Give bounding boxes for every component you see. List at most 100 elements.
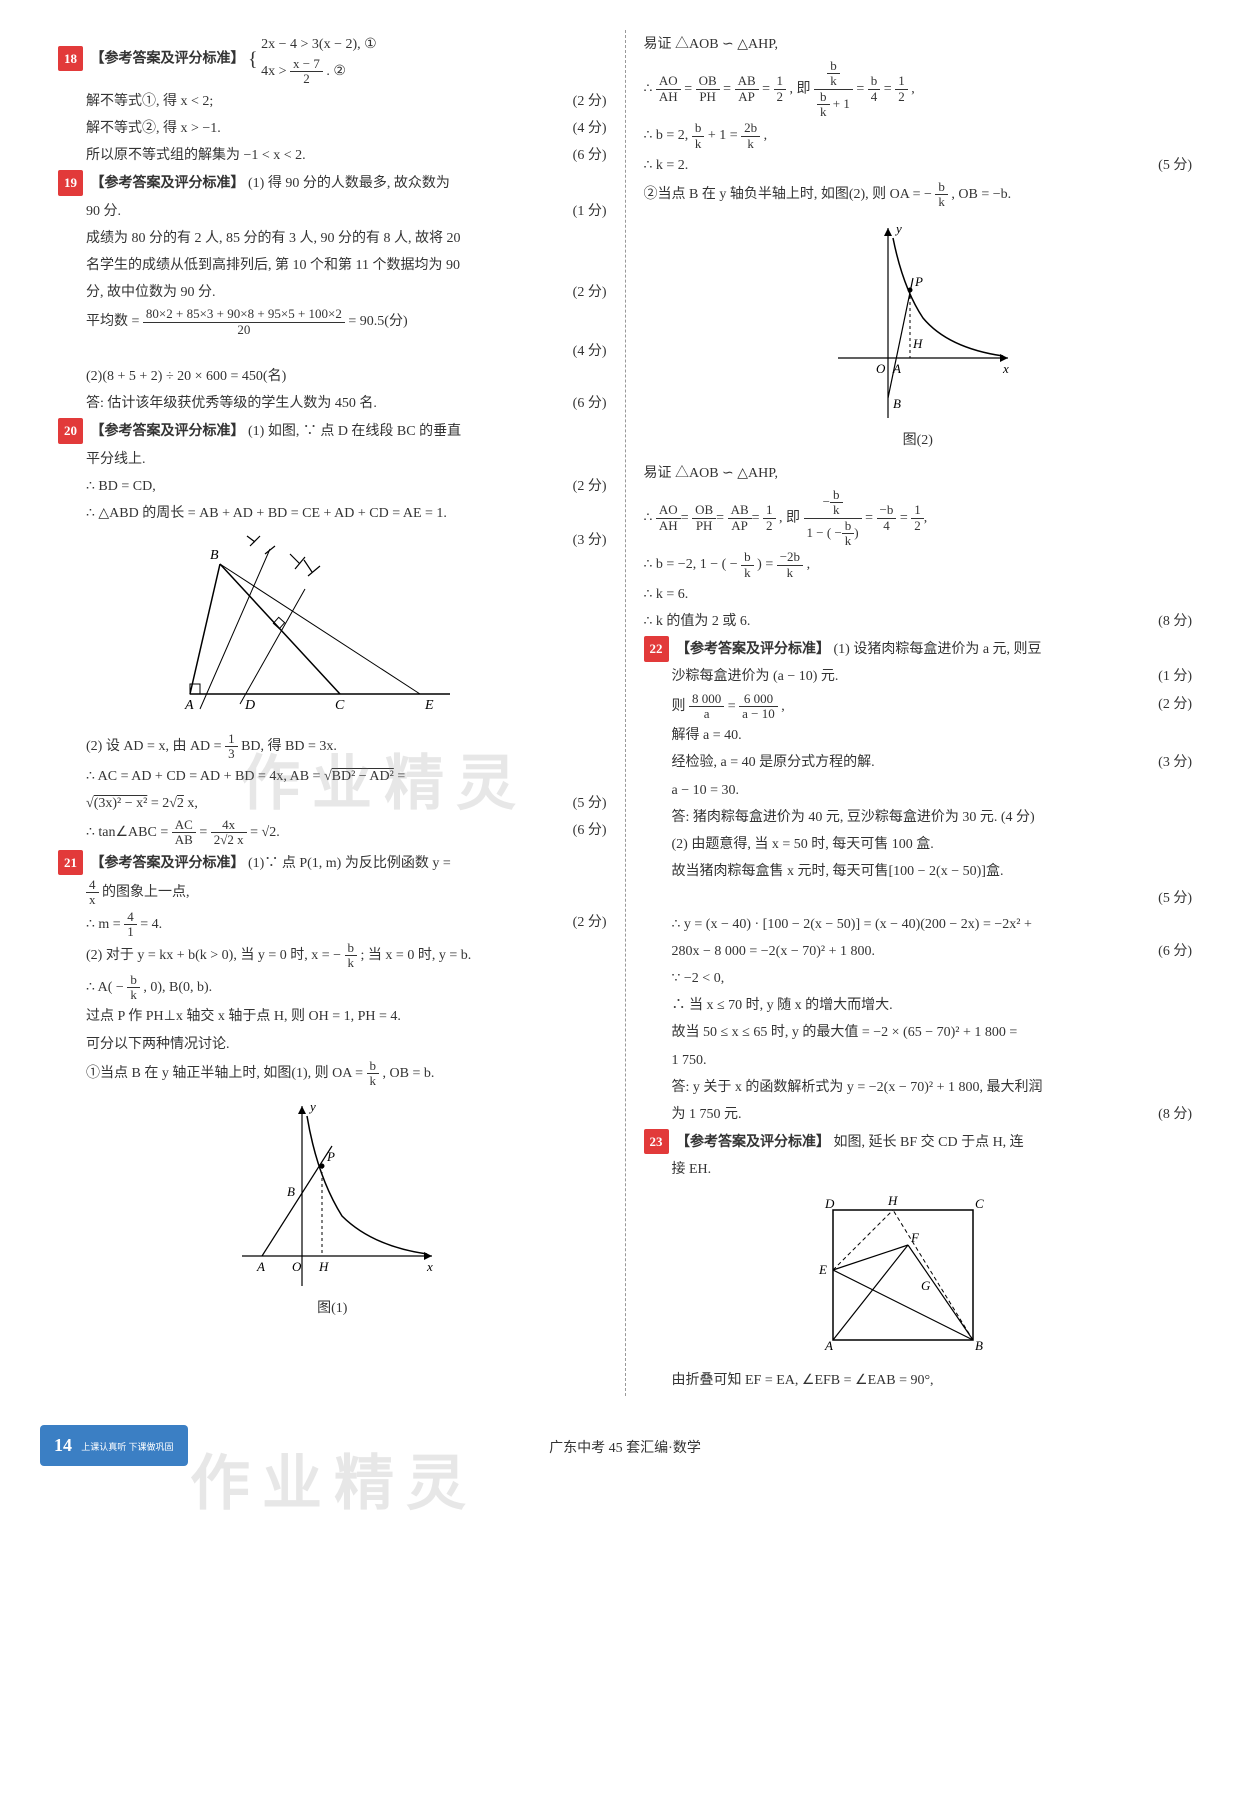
f: k (935, 195, 948, 209)
t: ②当点 B 在 y 轴负半轴上时, 如图(2), 则 OA = − (644, 187, 932, 202)
svg-text:A: A (256, 1259, 265, 1274)
f: b (127, 973, 140, 988)
t: 280x − 8 000 = −2(x − 70)² + 1 800. (672, 944, 876, 959)
f: 1 (895, 74, 908, 89)
f: b (842, 519, 855, 534)
f: 1 (774, 74, 787, 89)
f: k (367, 1074, 380, 1088)
f: k (830, 503, 843, 517)
f: AO (656, 74, 681, 89)
t: , (781, 699, 785, 714)
f: 2 (763, 519, 776, 533)
svg-text:B: B (975, 1338, 983, 1353)
q20-l6c: = (397, 769, 405, 784)
q22-l9: 故当猪肉粽每盒售 x 元时, 每天可售[100 − 2(x − 50)]盒. (644, 859, 1193, 884)
s: (6 分) (1158, 939, 1192, 964)
q21-l3: (2) 对于 y = kx + b(k > 0), 当 y = 0 时, x =… (86, 948, 341, 963)
t: 为 1 750 元. (672, 1107, 742, 1122)
svg-text:P: P (914, 274, 923, 289)
q18-frac-d: 2 (290, 72, 323, 86)
f: 2 (774, 90, 787, 104)
f: OB (696, 74, 720, 89)
svg-text:A: A (892, 361, 901, 376)
q20-l1: (1) 如图, ∵ 点 D 在线段 BC 的垂直 (248, 424, 461, 439)
f: AB (735, 74, 759, 89)
t: = (762, 82, 770, 97)
svg-text:C: C (975, 1196, 984, 1211)
svg-text:O: O (876, 361, 886, 376)
q22-l15: 1 750. (644, 1048, 1193, 1073)
q20-s8: (6 分) (573, 818, 607, 843)
q18-sys1: 2x − 4 > 3(x − 2), ① (261, 32, 377, 57)
q20-l6b: BD² − AD² (332, 769, 394, 784)
q22-l1: (1) 设猪肉粽每盒进价为 a 元, 则豆 (834, 642, 1042, 657)
q20-s7: (5 分) (573, 791, 607, 816)
q21-l1b: 的图象上一点, (102, 885, 190, 900)
f: AB (172, 833, 196, 847)
q22-l7: 答: 猪肉粽每盒进价为 40 元, 豆沙粽每盒进价为 30 元. (4 分) (644, 805, 1193, 830)
f: AH (656, 519, 681, 533)
q21-l3b: ; 当 x = 0 时, y = b. (361, 948, 472, 963)
t: ) = (757, 557, 773, 572)
svg-text:E: E (818, 1262, 827, 1277)
q19-header: 【参考答案及评分标准】 (91, 176, 245, 191)
t: + 1 (830, 96, 850, 111)
f: AC (172, 818, 196, 833)
q22-l16: 答: y 关于 x 的函数解析式为 y = −2(x − 70)² + 1 80… (644, 1075, 1193, 1100)
q21-r-l1: 易证 △AOB ∽ △AHP, (644, 32, 1193, 57)
t: ∴ (644, 82, 653, 97)
f: 1 (911, 503, 924, 518)
q20-fig-E: E (424, 698, 434, 713)
f: a (689, 707, 724, 721)
t: , (911, 82, 915, 97)
q19-fn: 80×2 + 85×3 + 90×8 + 95×5 + 100×2 (143, 307, 345, 322)
q18-l3: 所以原不等式组的解集为 −1 < x < 2. (86, 148, 306, 163)
eq: = (199, 825, 207, 840)
q18-frac-n: x − 7 (290, 57, 323, 72)
q21-l7: ①当点 B 在 y 轴正半轴上时, 如图(1), 则 OA = (86, 1066, 363, 1081)
s: (8 分) (1158, 1102, 1192, 1127)
q19-number: 19 (58, 170, 83, 195)
q22-l12: ∵ −2 < 0, (644, 966, 1193, 991)
f: 4x (211, 818, 247, 833)
q21-number: 21 (58, 850, 83, 875)
q19-l7: 答: 估计该年级获优秀等级的学生人数为 450 名. (86, 396, 377, 411)
t: ∴ k = 2. (644, 158, 689, 173)
t: ) (854, 525, 858, 540)
q18-sys2b: . ② (326, 64, 346, 79)
q20-fig-D: D (244, 698, 255, 713)
q22-l6: a − 10 = 30. (644, 778, 1193, 803)
q22-l13: ∴ 当 x ≤ 70 时, y 随 x 的增大而增大. (644, 993, 1193, 1018)
q21-s2: (2 分) (573, 910, 607, 935)
q20-l5b: BD, 得 BD = 3x. (241, 739, 337, 754)
t: , 即 (790, 82, 811, 97)
f: b (741, 550, 754, 565)
q20-fig-B: B (210, 548, 219, 563)
svg-text:F: F (910, 1230, 920, 1245)
q18-s1: (2 分) (573, 89, 607, 114)
page-number: 14 (54, 1435, 72, 1455)
footer-center-text: 广东中考 45 套汇编·数学 (40, 1426, 1210, 1461)
q23-number: 23 (644, 1129, 669, 1154)
q21-l4b: , 0), B(0, b). (143, 980, 212, 995)
t: , (764, 128, 768, 143)
f: 1 (763, 503, 776, 518)
q18-l2: 解不等式②, 得 x > −1. (86, 121, 221, 136)
f: b (345, 941, 358, 956)
f: 4 (124, 910, 137, 925)
q20-fig-C: C (335, 698, 345, 713)
svg-text:B: B (893, 396, 901, 411)
q19-l6: (2)(8 + 5 + 2) ÷ 20 × 600 = 450(名) (58, 364, 607, 389)
q22-l4: 解得 a = 40. (644, 723, 1193, 748)
svg-text:H: H (318, 1259, 329, 1274)
t: 则 (672, 699, 686, 714)
q19-s7: (6 分) (573, 391, 607, 416)
f: AH (656, 90, 681, 104)
t: ∴ k 的值为 2 或 6. (644, 614, 751, 629)
t: ∴ b = 2, (644, 128, 689, 143)
f: k (777, 566, 803, 580)
t: = (723, 82, 731, 97)
q20-l5: (2) 设 AD = x, 由 AD = (86, 739, 222, 754)
s: (1 分) (1158, 664, 1192, 689)
q22-header: 【参考答案及评分标准】 (676, 642, 830, 657)
